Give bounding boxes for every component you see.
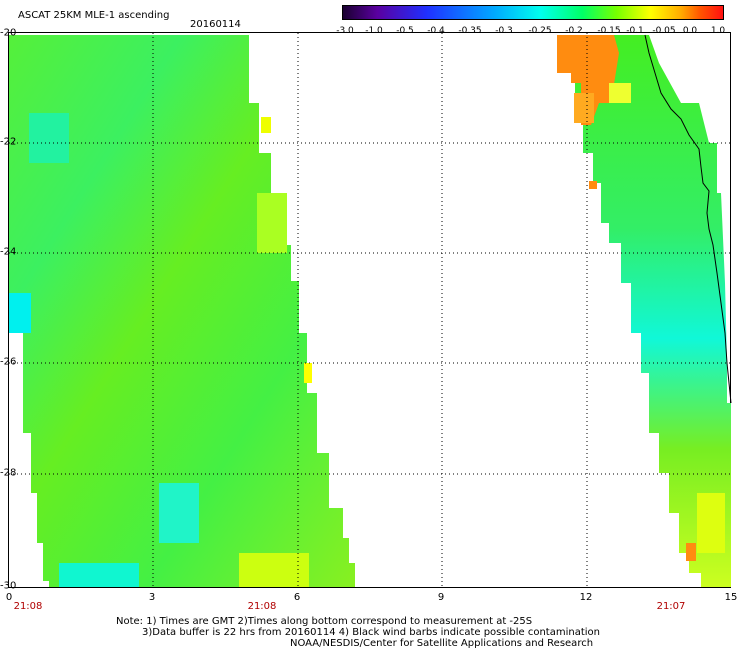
cb-label: -0.15 [597, 26, 621, 36]
cyan-patch [29, 113, 69, 163]
coastline [644, 34, 732, 404]
x-tick-label: 9 [437, 592, 445, 603]
map-plot-area [8, 32, 732, 589]
y-tick-label: -22 [0, 136, 17, 148]
x-tick-label: 15 [724, 592, 738, 603]
cyan-patch [159, 483, 199, 543]
map-svg [9, 33, 732, 589]
yellow-patch [609, 83, 631, 103]
color-scale-bar [342, 5, 724, 20]
yellow-patch [257, 193, 287, 253]
cb-label: 0.0 [682, 26, 698, 36]
cb-label: 1.0 [710, 26, 726, 36]
yellow-patch [239, 553, 309, 587]
footnote-line-1: Note: 1) Times are GMT 2)Times along bot… [116, 616, 533, 627]
cb-label: -1.0 [365, 26, 383, 36]
cb-label: -0.1 [626, 26, 644, 36]
right-swath [557, 35, 731, 587]
x-tick-label: 6 [293, 592, 301, 603]
orange-patch [686, 543, 696, 561]
cb-label: -0.4 [427, 26, 445, 36]
cb-label: -0.25 [528, 26, 552, 36]
y-tick-label: -26 [0, 356, 17, 368]
cb-label: -0.35 [458, 26, 482, 36]
footnote-credit: NOAA/NESDIS/Center for Satellite Applica… [290, 638, 594, 649]
cb-label: -0.05 [652, 26, 676, 36]
left-swath [9, 35, 355, 587]
x-tick-label: 3 [148, 592, 156, 603]
time-label: 21:08 [13, 601, 43, 612]
time-label: 21:08 [247, 601, 277, 612]
y-tick-label: -30 [0, 580, 17, 592]
y-tick-label: -24 [0, 246, 17, 258]
map-date: 20160114 [190, 19, 241, 30]
orange-patch [589, 181, 597, 189]
x-tick-label: 12 [579, 592, 593, 603]
y-tick-label: -28 [0, 467, 17, 479]
cb-label: -0.3 [495, 26, 513, 36]
y-tick-label: -20 [0, 27, 17, 39]
footnote-line-2: 3)Data buffer is 22 hrs from 20160114 4)… [142, 627, 600, 638]
cyan-patch [9, 293, 31, 333]
cb-label: -0.2 [565, 26, 583, 36]
time-label: 21:07 [656, 601, 686, 612]
cyan-patch [59, 563, 139, 587]
orange-region [557, 35, 619, 125]
grid-lines [9, 33, 732, 589]
orange-patch [574, 93, 594, 123]
yellow-patch [304, 363, 312, 383]
cb-label: -0.5 [396, 26, 414, 36]
yellow-patch [261, 117, 271, 133]
cb-label: -3.0 [336, 26, 354, 36]
x-tick-label: 0 [5, 592, 13, 603]
map-title: ASCAT 25KM MLE-1 ascending [18, 10, 170, 21]
yellow-patch [697, 493, 725, 553]
